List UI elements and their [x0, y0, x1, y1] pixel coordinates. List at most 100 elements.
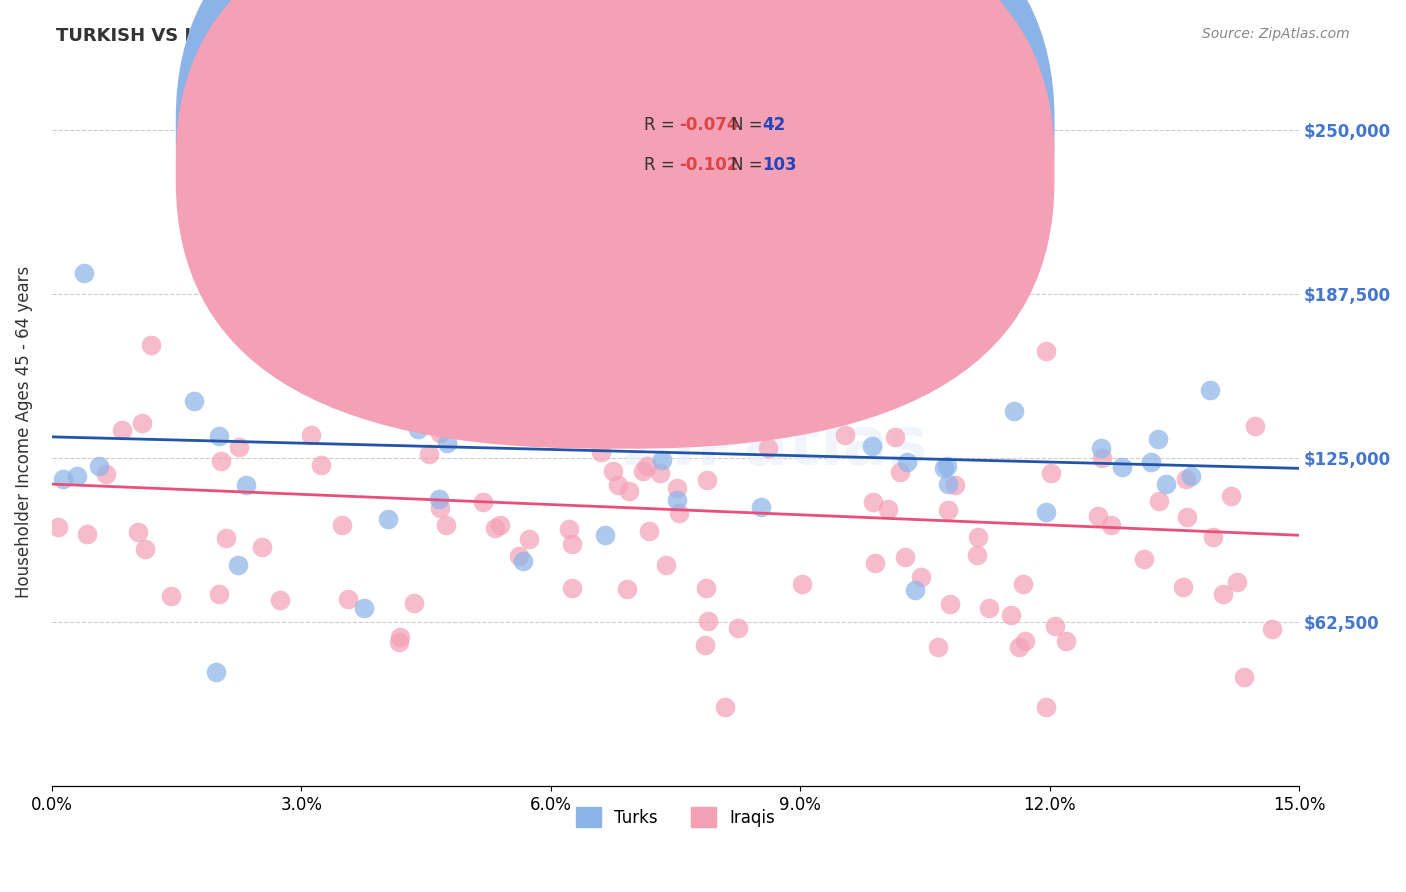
Iraqis	[834, 428, 856, 442]
Turks	[993, 299, 1015, 313]
Iraqis	[626, 402, 648, 417]
Iraqis	[967, 530, 990, 544]
Iraqis	[1040, 466, 1063, 480]
Iraqis	[1087, 508, 1109, 523]
Text: 42: 42	[762, 116, 786, 134]
Iraqis	[655, 558, 678, 573]
Turks	[52, 472, 75, 486]
Iraqis	[616, 582, 638, 597]
Iraqis	[269, 593, 291, 607]
Iraqis	[943, 477, 966, 491]
Text: ZIPatlas: ZIPatlas	[623, 413, 928, 479]
Iraqis	[782, 393, 804, 408]
Turks	[1199, 384, 1222, 398]
Text: -0.074: -0.074	[679, 116, 738, 134]
Iraqis	[966, 549, 988, 563]
Iraqis	[936, 503, 959, 517]
Iraqis	[434, 517, 457, 532]
Turks	[825, 385, 848, 400]
Iraqis	[418, 447, 440, 461]
Iraqis	[894, 549, 917, 564]
Iraqis	[927, 640, 949, 655]
Iraqis	[330, 517, 353, 532]
Turks	[205, 665, 228, 680]
Iraqis	[208, 587, 231, 601]
Iraqis	[561, 537, 583, 551]
Iraqis	[484, 521, 506, 535]
Turks	[384, 365, 406, 379]
Iraqis	[863, 556, 886, 570]
Iraqis	[519, 532, 541, 546]
Iraqis	[111, 423, 134, 437]
Iraqis	[714, 700, 737, 714]
Turks	[519, 401, 541, 415]
Turks	[183, 394, 205, 409]
Iraqis	[134, 541, 156, 556]
Iraqis	[569, 293, 592, 307]
Text: TURKISH VS IRAQI HOUSEHOLDER INCOME AGES 45 - 64 YEARS CORRELATION CHART: TURKISH VS IRAQI HOUSEHOLDER INCOME AGES…	[56, 27, 917, 45]
Turks	[896, 455, 918, 469]
Text: N =: N =	[731, 156, 768, 174]
Iraqis	[211, 454, 233, 468]
Iraqis	[1219, 490, 1241, 504]
Turks	[665, 493, 688, 508]
Turks	[1147, 432, 1170, 446]
Iraqis	[388, 635, 411, 649]
Turks	[610, 421, 633, 435]
Iraqis	[159, 589, 181, 603]
Iraqis	[648, 466, 671, 480]
Turks	[406, 422, 429, 436]
Iraqis	[1012, 577, 1035, 591]
Iraqis	[620, 408, 643, 422]
Turks	[353, 600, 375, 615]
Iraqis	[1054, 633, 1077, 648]
Turks	[512, 554, 534, 568]
Turks	[749, 500, 772, 515]
Turks	[936, 458, 959, 473]
Turks	[770, 379, 793, 393]
Iraqis	[1212, 587, 1234, 601]
Iraqis	[977, 600, 1000, 615]
Iraqis	[429, 500, 451, 515]
Legend: Turks, Iraqis: Turks, Iraqis	[569, 800, 782, 834]
Iraqis	[449, 401, 471, 415]
Turks	[651, 453, 673, 467]
Y-axis label: Householder Income Ages 45 - 64 years: Householder Income Ages 45 - 64 years	[15, 266, 32, 598]
Iraqis	[636, 459, 658, 474]
Iraqis	[1233, 670, 1256, 684]
Iraqis	[602, 464, 624, 478]
Iraqis	[696, 474, 718, 488]
Iraqis	[617, 483, 640, 498]
Turks	[1154, 476, 1177, 491]
Text: Source: ZipAtlas.com: Source: ZipAtlas.com	[1202, 27, 1350, 41]
Iraqis	[910, 570, 932, 584]
Iraqis	[499, 353, 522, 368]
Iraqis	[1091, 450, 1114, 465]
Iraqis	[1260, 622, 1282, 636]
Iraqis	[1171, 580, 1194, 594]
Iraqis	[1099, 517, 1122, 532]
Turks	[932, 460, 955, 475]
Iraqis	[131, 416, 153, 430]
Text: R =: R =	[644, 116, 681, 134]
Iraqis	[127, 524, 149, 539]
Iraqis	[558, 522, 581, 536]
Turks	[436, 436, 458, 450]
Iraqis	[46, 519, 69, 533]
Iraqis	[404, 596, 426, 610]
Iraqis	[607, 478, 630, 492]
Iraqis	[250, 540, 273, 554]
Iraqis	[228, 440, 250, 454]
Iraqis	[215, 531, 238, 545]
Iraqis	[727, 621, 749, 635]
Turks	[1180, 469, 1202, 483]
Turks	[688, 348, 710, 362]
Iraqis	[1147, 493, 1170, 508]
Turks	[226, 558, 249, 573]
Turks	[73, 266, 96, 280]
Iraqis	[299, 427, 322, 442]
Turks	[66, 469, 89, 483]
Turks	[860, 439, 883, 453]
Text: 103: 103	[762, 156, 797, 174]
Iraqis	[1000, 607, 1022, 622]
